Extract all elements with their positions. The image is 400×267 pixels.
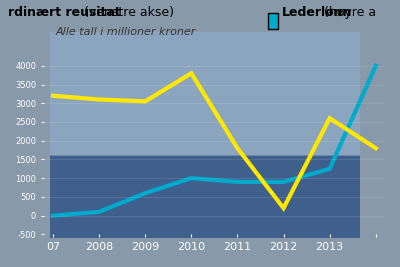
- Text: (venstre akse): (venstre akse): [80, 6, 174, 19]
- Text: Lederlønn: Lederlønn: [282, 6, 352, 19]
- Text: rdinært reusitat: rdinært reusitat: [8, 6, 121, 19]
- Text: (høyre a: (høyre a: [320, 6, 376, 19]
- Text: Alle tall i millioner kroner: Alle tall i millioner kroner: [56, 27, 196, 37]
